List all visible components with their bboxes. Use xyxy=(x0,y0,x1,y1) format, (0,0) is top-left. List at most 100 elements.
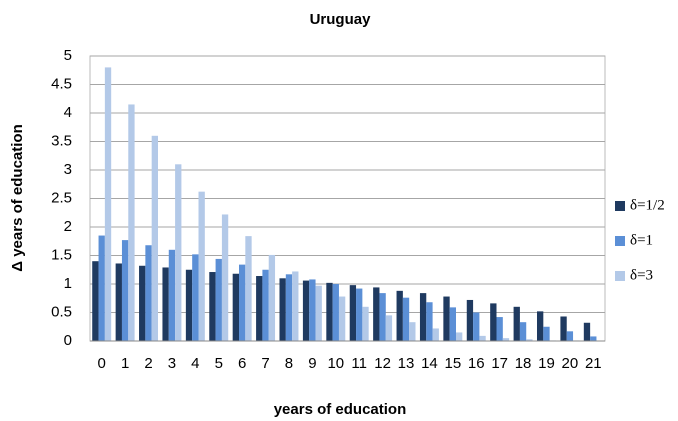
bar xyxy=(168,249,176,341)
bar xyxy=(92,261,99,341)
x-tick-label: 11 xyxy=(351,355,367,372)
bar xyxy=(315,285,322,341)
bar xyxy=(302,280,310,341)
bar xyxy=(238,264,246,341)
bar xyxy=(256,276,263,341)
bar xyxy=(496,317,503,341)
x-tick-label: 12 xyxy=(374,355,391,372)
x-tick-label: 4 xyxy=(191,355,199,372)
bar xyxy=(590,336,597,341)
bar xyxy=(362,306,369,341)
bar xyxy=(473,312,480,341)
bar xyxy=(373,287,380,341)
bar xyxy=(332,284,339,341)
y-tick-label: 0 xyxy=(64,332,72,349)
x-tick-label: 8 xyxy=(285,355,293,372)
bar xyxy=(279,278,286,341)
bar xyxy=(426,302,433,341)
bar xyxy=(419,293,427,341)
legend-label: δ=1/2 xyxy=(630,197,665,213)
y-tick-label: 2 xyxy=(64,218,72,235)
bar xyxy=(115,263,122,341)
bar xyxy=(232,273,239,341)
bar xyxy=(262,269,269,341)
x-tick-label: 2 xyxy=(144,355,152,372)
bar xyxy=(185,269,193,341)
bar xyxy=(151,135,159,341)
legend-label: δ=3 xyxy=(630,267,653,283)
bar xyxy=(121,240,129,341)
bar xyxy=(543,326,550,341)
bar xyxy=(215,258,222,341)
bar xyxy=(449,307,457,341)
bar xyxy=(536,311,544,341)
x-tick-label: 6 xyxy=(238,355,246,372)
bar xyxy=(385,315,393,341)
legend-swatch xyxy=(615,236,625,246)
x-tick-label: 9 xyxy=(308,355,316,372)
bar xyxy=(490,303,497,341)
bar xyxy=(513,306,520,341)
y-tick-label: 3 xyxy=(64,161,72,178)
x-axis-label: years of education xyxy=(274,401,407,418)
bar xyxy=(175,164,182,341)
bar xyxy=(245,236,252,341)
x-tick-label: 16 xyxy=(468,355,485,372)
bar xyxy=(209,272,216,341)
y-axis-label: Δ years of education xyxy=(9,124,26,272)
bar xyxy=(198,191,205,341)
y-tick-label: 0.5 xyxy=(51,303,72,320)
bar xyxy=(409,322,416,341)
bar xyxy=(326,282,333,341)
x-tick-label: 14 xyxy=(421,355,438,372)
bar xyxy=(379,293,386,341)
bar xyxy=(268,254,276,341)
bar xyxy=(338,296,346,341)
bar xyxy=(356,288,363,341)
y-tick-label: 4 xyxy=(64,104,72,121)
bar xyxy=(456,332,463,341)
x-tick-label: 7 xyxy=(261,355,269,372)
bar xyxy=(443,296,450,341)
bar xyxy=(466,299,474,341)
x-tick-label: 0 xyxy=(98,355,106,372)
bar xyxy=(98,235,105,341)
bar xyxy=(349,285,357,341)
x-tick-label: 15 xyxy=(444,355,461,372)
bar xyxy=(285,274,293,341)
y-tick-label: 5 xyxy=(64,47,72,64)
y-tick-label: 2.5 xyxy=(51,189,72,206)
bar xyxy=(104,67,112,342)
bar xyxy=(502,338,510,341)
legend-swatch xyxy=(615,201,625,211)
y-tick-label: 1.5 xyxy=(51,246,72,263)
x-tick-label: 3 xyxy=(168,355,176,372)
bar xyxy=(402,297,410,341)
x-tick-label: 19 xyxy=(538,355,555,372)
y-tick-label: 1 xyxy=(64,275,72,292)
x-tick-label: 20 xyxy=(562,355,579,372)
chart-title: Uruguay xyxy=(310,11,372,28)
bar xyxy=(139,265,146,341)
legend-swatch xyxy=(615,271,625,281)
bar xyxy=(145,245,152,341)
x-tick-label: 18 xyxy=(515,355,532,372)
bar xyxy=(128,104,135,341)
x-tick-label: 13 xyxy=(398,355,415,372)
x-tick-label: 5 xyxy=(215,355,223,372)
bar xyxy=(566,331,574,341)
x-tick-label: 10 xyxy=(327,355,344,372)
bar xyxy=(162,267,169,341)
y-tick-label: 4.5 xyxy=(51,75,72,92)
bar xyxy=(526,339,533,341)
bar xyxy=(560,316,567,341)
x-tick-label: 21 xyxy=(585,355,602,372)
bar xyxy=(396,290,403,341)
x-tick-label: 17 xyxy=(491,355,508,372)
y-tick-label: 3.5 xyxy=(51,132,72,149)
bar xyxy=(479,335,486,341)
legend-label: δ=1 xyxy=(630,232,653,248)
bar xyxy=(221,214,229,341)
